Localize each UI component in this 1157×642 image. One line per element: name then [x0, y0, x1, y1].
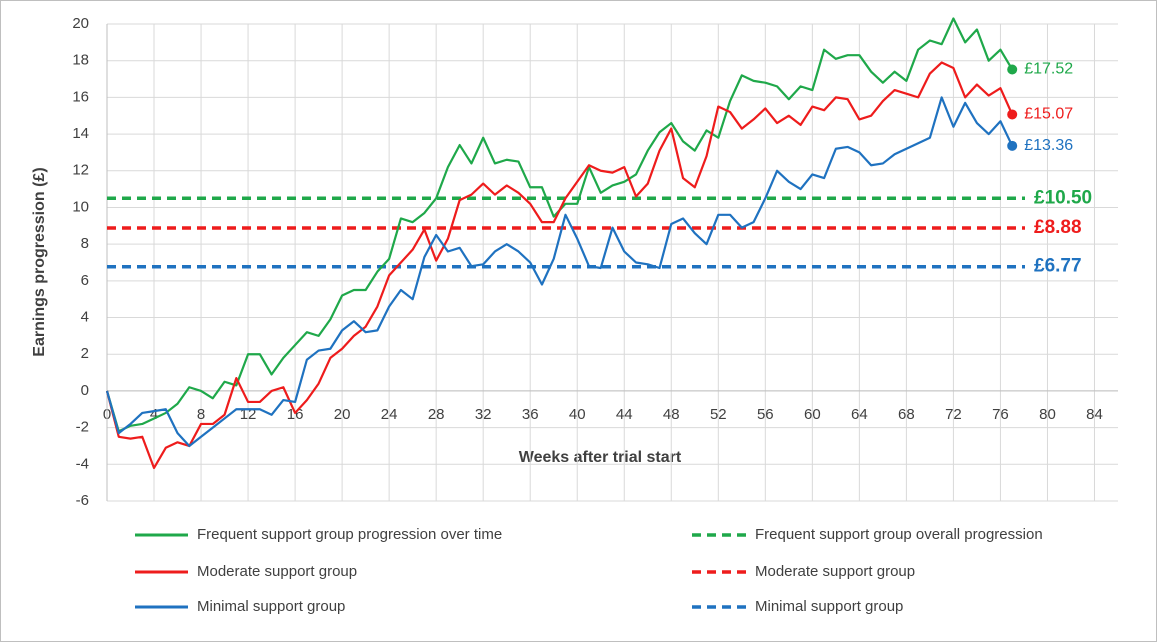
- x-tick-label: 32: [475, 406, 492, 423]
- x-tick-label: 84: [1086, 406, 1103, 423]
- y-tick-label: 18: [72, 52, 89, 69]
- reference-label: £10.50: [1034, 187, 1092, 208]
- reference-label: £8.88: [1034, 217, 1082, 238]
- x-tick-label: 16: [287, 406, 304, 423]
- end-point: [1007, 109, 1018, 120]
- x-tick-label: 36: [522, 406, 539, 423]
- x-tick-label: 56: [757, 406, 774, 423]
- y-tick-label: 14: [72, 125, 89, 142]
- series-line: [105, 96, 1014, 448]
- x-tick-label: 48: [663, 406, 680, 423]
- x-tick-label: 60: [804, 406, 821, 423]
- y-tick-label: 2: [81, 345, 89, 362]
- y-tick-label: 12: [72, 162, 89, 179]
- end-point: [1007, 64, 1018, 75]
- x-tick-label: 40: [569, 406, 586, 423]
- end-label: £15.07: [1024, 106, 1073, 123]
- y-axis-title: Earnings progression (£): [31, 167, 48, 356]
- end-label: £17.52: [1024, 61, 1073, 78]
- x-tick-label: 24: [381, 406, 398, 423]
- x-tick-label: 64: [851, 406, 868, 423]
- x-tick-label: 8: [197, 406, 205, 423]
- x-tick-label: 28: [428, 406, 445, 423]
- y-tick-label: -4: [76, 455, 89, 472]
- y-tick-label: -6: [76, 492, 89, 509]
- x-tick-label: 76: [992, 406, 1009, 423]
- x-tick-label: 44: [616, 406, 633, 423]
- legend-label: Frequent support group overall progressi…: [755, 526, 1043, 543]
- y-tick-label: 4: [81, 309, 89, 326]
- x-tick-label: 72: [945, 406, 962, 423]
- y-tick-label: 6: [81, 272, 89, 289]
- x-axis-title: Weeks after trial start: [519, 449, 682, 466]
- y-tick-label: -2: [76, 419, 89, 436]
- x-tick-label: 20: [334, 406, 351, 423]
- y-tick-label: 16: [72, 88, 89, 105]
- legend-label: Moderate support group: [197, 563, 357, 580]
- x-tick-label: 4: [150, 406, 158, 423]
- end-label: £13.36: [1024, 137, 1073, 154]
- y-tick-label: 20: [72, 15, 89, 32]
- end-point: [1007, 140, 1018, 151]
- x-tick-label: 80: [1039, 406, 1056, 423]
- series-line: [105, 61, 1014, 470]
- legend-label: Minimal support group: [197, 598, 345, 615]
- reference-label: £6.77: [1034, 256, 1082, 277]
- x-tick-label: 68: [898, 406, 915, 423]
- legend-label: Minimal support group: [755, 598, 903, 615]
- x-tick-label: 52: [710, 406, 727, 423]
- y-tick-label: 10: [72, 198, 89, 215]
- legend-label: Moderate support group: [755, 563, 915, 580]
- legend-label: Frequent support group progression over …: [197, 526, 502, 543]
- y-tick-label: 8: [81, 235, 89, 252]
- y-tick-label: 0: [81, 382, 89, 399]
